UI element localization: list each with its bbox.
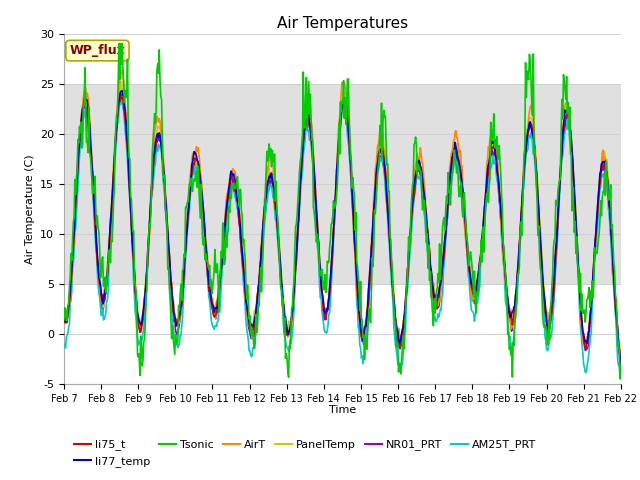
- Text: WP_flux: WP_flux: [70, 44, 125, 57]
- X-axis label: Time: Time: [329, 405, 356, 415]
- Title: Air Temperatures: Air Temperatures: [277, 16, 408, 31]
- Bar: [64, 84, 621, 284]
- Y-axis label: Air Temperature (C): Air Temperature (C): [24, 154, 35, 264]
- Legend: li75_t, li77_temp, Tsonic, AirT, PanelTemp, NR01_PRT, AM25T_PRT: li75_t, li77_temp, Tsonic, AirT, PanelTe…: [70, 435, 541, 471]
